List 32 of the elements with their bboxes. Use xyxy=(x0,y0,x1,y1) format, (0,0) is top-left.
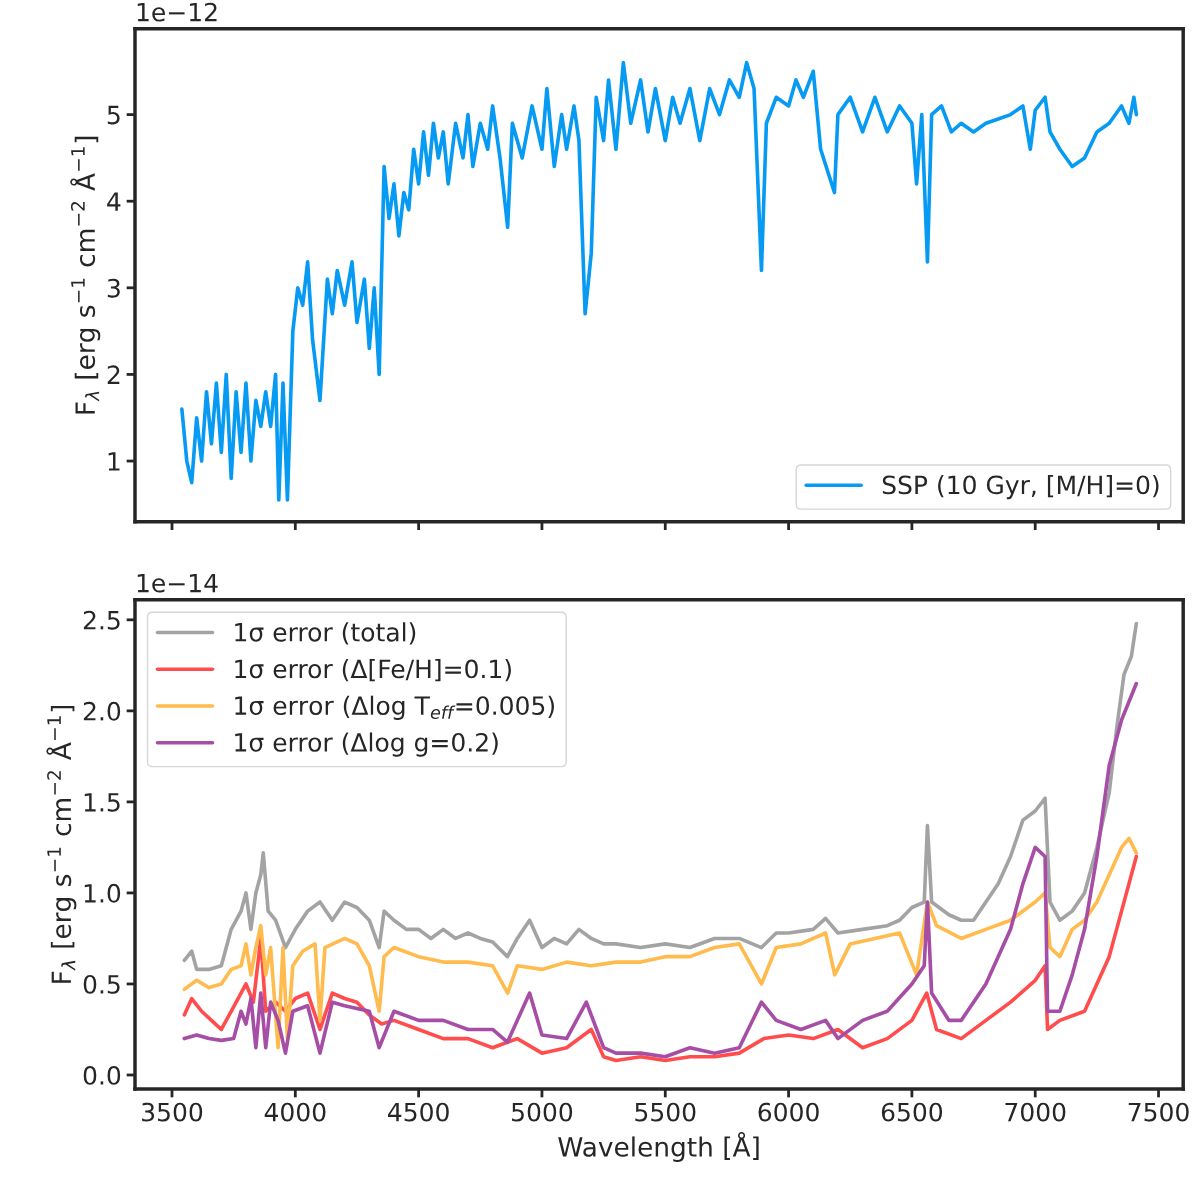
x-tick-label: 6000 xyxy=(758,1102,819,1122)
legend-label: 1σ error (Δ[Fe/H]=0.1) xyxy=(235,658,511,682)
y-tick-label: 0.0 xyxy=(83,1065,121,1085)
y-tick-label: 2 xyxy=(107,365,120,384)
x-tick-label: 3500 xyxy=(142,1102,203,1122)
x-axis-title: Wavelength [Å] xyxy=(558,1131,759,1162)
legend-label: 1σ error (Δlog g=0.2) xyxy=(235,732,498,757)
x-tick-label: 5500 xyxy=(635,1102,696,1122)
text: F$_{λ}$ [erg s$^{−1}$ cm$^{−2}$ Å$^{−1}$] xyxy=(70,136,101,414)
y-tick-label: 2.0 xyxy=(83,701,121,721)
y-tick-label: 2.5 xyxy=(83,610,120,630)
text: 1e−12 xyxy=(137,2,217,22)
y-tick-label: 1.5 xyxy=(84,793,120,812)
x-tick-label: 6500 xyxy=(881,1102,943,1122)
x-tick-label: 5000 xyxy=(512,1102,573,1122)
x-tick-label: 4500 xyxy=(388,1102,449,1122)
legend-label: 1σ error (Δlog T$_{eff}$=0.005) xyxy=(235,695,554,720)
text: 1e−14 xyxy=(137,573,218,593)
x-tick-label: 7500 xyxy=(1128,1102,1189,1122)
y-tick-label: 1 xyxy=(108,452,120,471)
legend-label: SSP (10 Gyr, [M/H]=0) xyxy=(882,474,1159,500)
y-tick-label: 5 xyxy=(107,105,120,125)
line-series xyxy=(182,681,1139,1059)
line-series xyxy=(182,621,1139,972)
legend-label: 1σ error (total) xyxy=(235,622,416,645)
y-tick-label: 3 xyxy=(107,278,120,298)
y-tick-label: 0.5 xyxy=(83,974,120,994)
text: F$_{λ}$ [erg s$^{−1}$ cm$^{−2}$ Å$^{−1}$] xyxy=(46,705,77,983)
y-tick-label: 4 xyxy=(107,192,121,211)
x-tick-label: 4000 xyxy=(264,1102,326,1122)
y-tick-label: 1.0 xyxy=(84,883,121,903)
x-tick-label: 7000 xyxy=(1005,1102,1066,1122)
